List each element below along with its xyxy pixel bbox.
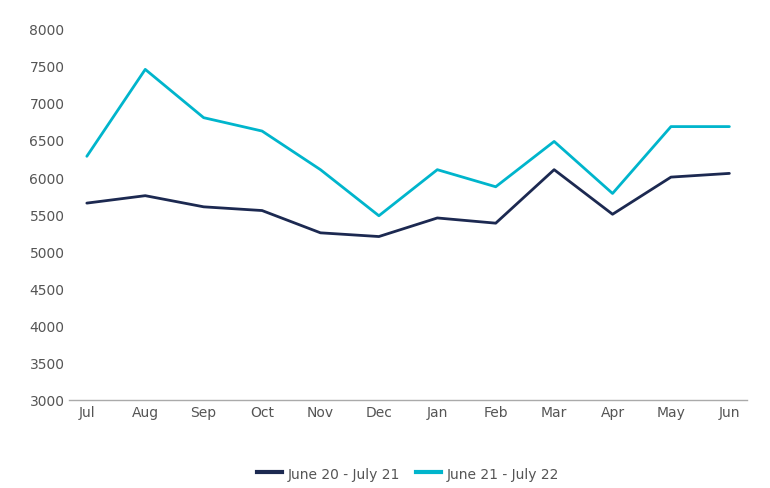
- June 20 - July 21: [82, 201, 92, 206]
- June 21 - July 22: [608, 191, 618, 197]
- June 21 - July 22: [374, 213, 383, 219]
- Line: June 21 - July 22: June 21 - July 22: [87, 70, 729, 216]
- June 20 - July 21: [141, 193, 150, 199]
- June 20 - July 21: [374, 234, 383, 240]
- June 21 - July 22: [491, 184, 500, 190]
- June 21 - July 22: [257, 129, 266, 135]
- June 21 - July 22: [199, 116, 208, 122]
- June 21 - July 22: [550, 139, 559, 145]
- June 20 - July 21: [666, 175, 675, 181]
- June 20 - July 21: [316, 230, 325, 236]
- June 21 - July 22: [433, 167, 442, 173]
- June 21 - July 22: [666, 124, 675, 130]
- Line: June 20 - July 21: June 20 - July 21: [87, 170, 729, 237]
- June 20 - July 21: [550, 167, 559, 173]
- June 21 - July 22: [725, 124, 734, 130]
- June 20 - July 21: [199, 204, 208, 210]
- June 20 - July 21: [725, 171, 734, 177]
- Legend: June 20 - July 21, June 21 - July 22: June 20 - July 21, June 21 - July 22: [251, 461, 565, 486]
- June 20 - July 21: [433, 216, 442, 222]
- June 20 - July 21: [608, 212, 618, 218]
- June 21 - July 22: [82, 154, 92, 160]
- June 20 - July 21: [257, 208, 266, 214]
- June 20 - July 21: [491, 221, 500, 226]
- June 21 - July 22: [141, 67, 150, 73]
- June 21 - July 22: [316, 167, 325, 173]
